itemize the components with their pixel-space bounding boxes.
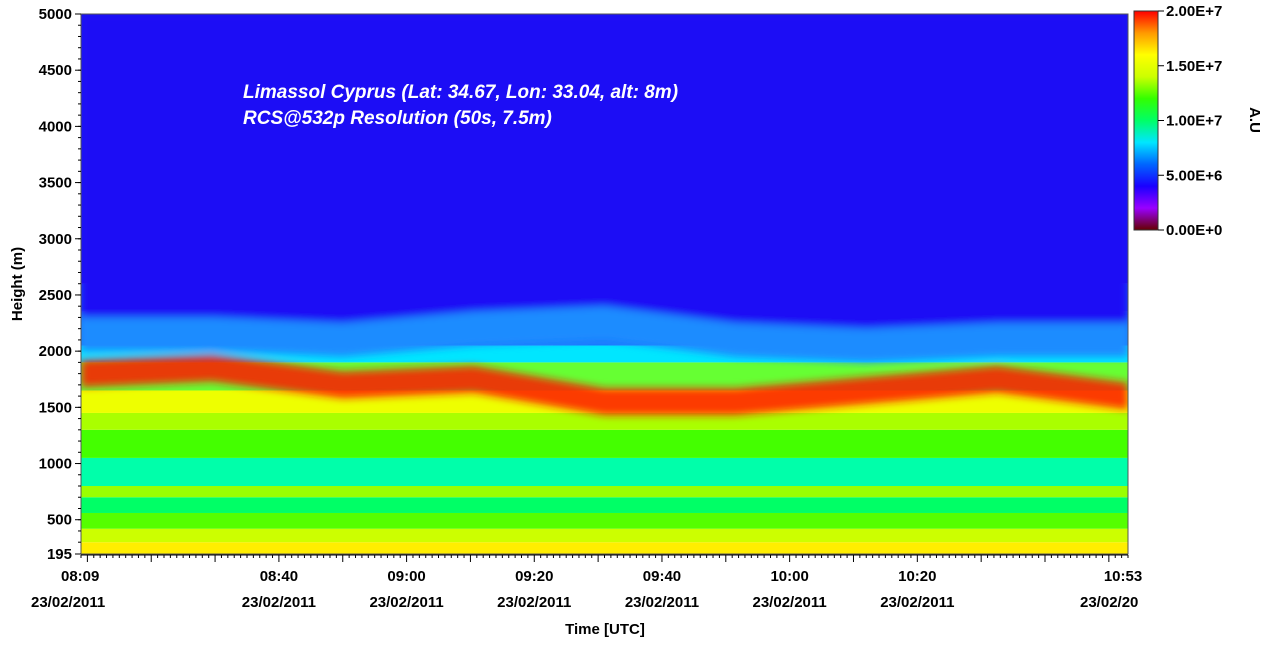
heatmap-features bbox=[81, 14, 1128, 416]
y-axis: 195 500 1000 1500 2000 2500 3000 3500 4000 4500 50… bbox=[39, 6, 81, 563]
aerosol-top-transition bbox=[81, 306, 1128, 363]
annotation-line-1: Limassol Cyprus (Lat: 34.67, Lon: 33.04,… bbox=[243, 82, 678, 103]
heatmap-band bbox=[81, 542, 1128, 554]
x-tick-time: 08:09 bbox=[61, 568, 99, 585]
y-tick-label: 1000 bbox=[39, 456, 72, 473]
colorbar-tick-label: 1.00E+7 bbox=[1166, 113, 1222, 130]
annotation: Limassol Cyprus (Lat: 34.67, Lon: 33.04,… bbox=[243, 82, 678, 129]
colorbar-tick-label: 0.00E+0 bbox=[1166, 222, 1222, 239]
y-tick-label: 2500 bbox=[39, 287, 72, 304]
x-tick-date: 23/02/2011 bbox=[753, 594, 827, 611]
heatmap-band bbox=[81, 429, 1128, 458]
x-axis: 08:09 23/02/2011 08:40 23/02/2011 09:00 23/02… bbox=[31, 554, 1142, 611]
colorbar: 0.00E+0 5.00E+6 1.00E+7 1.50E+7 2.00E+7 A.U bbox=[1133, 3, 1263, 239]
x-tick-time: 09:00 bbox=[387, 568, 425, 585]
heatmap-band bbox=[81, 457, 1128, 487]
x-tick-date: 23/02/2011 bbox=[369, 594, 443, 611]
x-tick-date: 23/02/2011 bbox=[242, 594, 316, 611]
y-tick-label: 3000 bbox=[39, 231, 72, 248]
colorbar-tick-label: 1.50E+7 bbox=[1166, 58, 1222, 75]
y-tick-label: 195 bbox=[47, 546, 72, 563]
heatmap-band bbox=[81, 528, 1128, 543]
high-signal-layer bbox=[81, 354, 1128, 416]
colorbar-ramp bbox=[1133, 10, 1159, 231]
x-tick-time: 10:00 bbox=[770, 568, 808, 585]
x-tick-time: 09:20 bbox=[515, 568, 553, 585]
y-tick-label: 2000 bbox=[39, 343, 72, 360]
x-tick-time: 10:53 bbox=[1104, 568, 1142, 585]
x-tick-date: 23/02/2011 bbox=[880, 594, 954, 611]
heatmap-band bbox=[81, 412, 1128, 430]
heatmap-band bbox=[81, 512, 1128, 529]
y-tick-label: 4000 bbox=[39, 118, 72, 135]
x-tick-date: 23/02/2011 bbox=[625, 594, 699, 611]
y-tick-label: 4500 bbox=[39, 62, 72, 79]
plot-area bbox=[81, 14, 1128, 554]
y-tick-label: 500 bbox=[47, 512, 72, 529]
x-axis-title: Time [UTC] bbox=[565, 621, 645, 638]
heatmap-band bbox=[81, 486, 1128, 498]
x-tick-date: 23/02/2011 bbox=[497, 594, 571, 611]
y-tick-label: 5000 bbox=[39, 6, 72, 23]
colorbar-ticks: 0.00E+0 5.00E+6 1.00E+7 1.50E+7 2.00E+7 bbox=[1158, 3, 1222, 239]
x-tick-time: 10:20 bbox=[898, 568, 936, 585]
x-tick-date: 23/02/20 bbox=[1080, 594, 1138, 611]
free-troposphere-region bbox=[81, 14, 1128, 329]
heatmap-band bbox=[81, 497, 1128, 513]
y-tick-label: 3500 bbox=[39, 175, 72, 192]
colorbar-tick-label: 2.00E+7 bbox=[1166, 3, 1222, 20]
y-tick-label: 1500 bbox=[39, 399, 72, 416]
y-axis-title: Height (m) bbox=[9, 247, 26, 321]
x-tick-date: 23/02/2011 bbox=[31, 594, 105, 611]
colorbar-title: A.U bbox=[1246, 107, 1263, 133]
x-tick-time: 09:40 bbox=[643, 568, 681, 585]
x-tick-time: 08:40 bbox=[260, 568, 298, 585]
annotation-line-2: RCS@532p Resolution (50s, 7.5m) bbox=[243, 108, 552, 129]
colorbar-tick-label: 5.00E+6 bbox=[1166, 167, 1222, 184]
